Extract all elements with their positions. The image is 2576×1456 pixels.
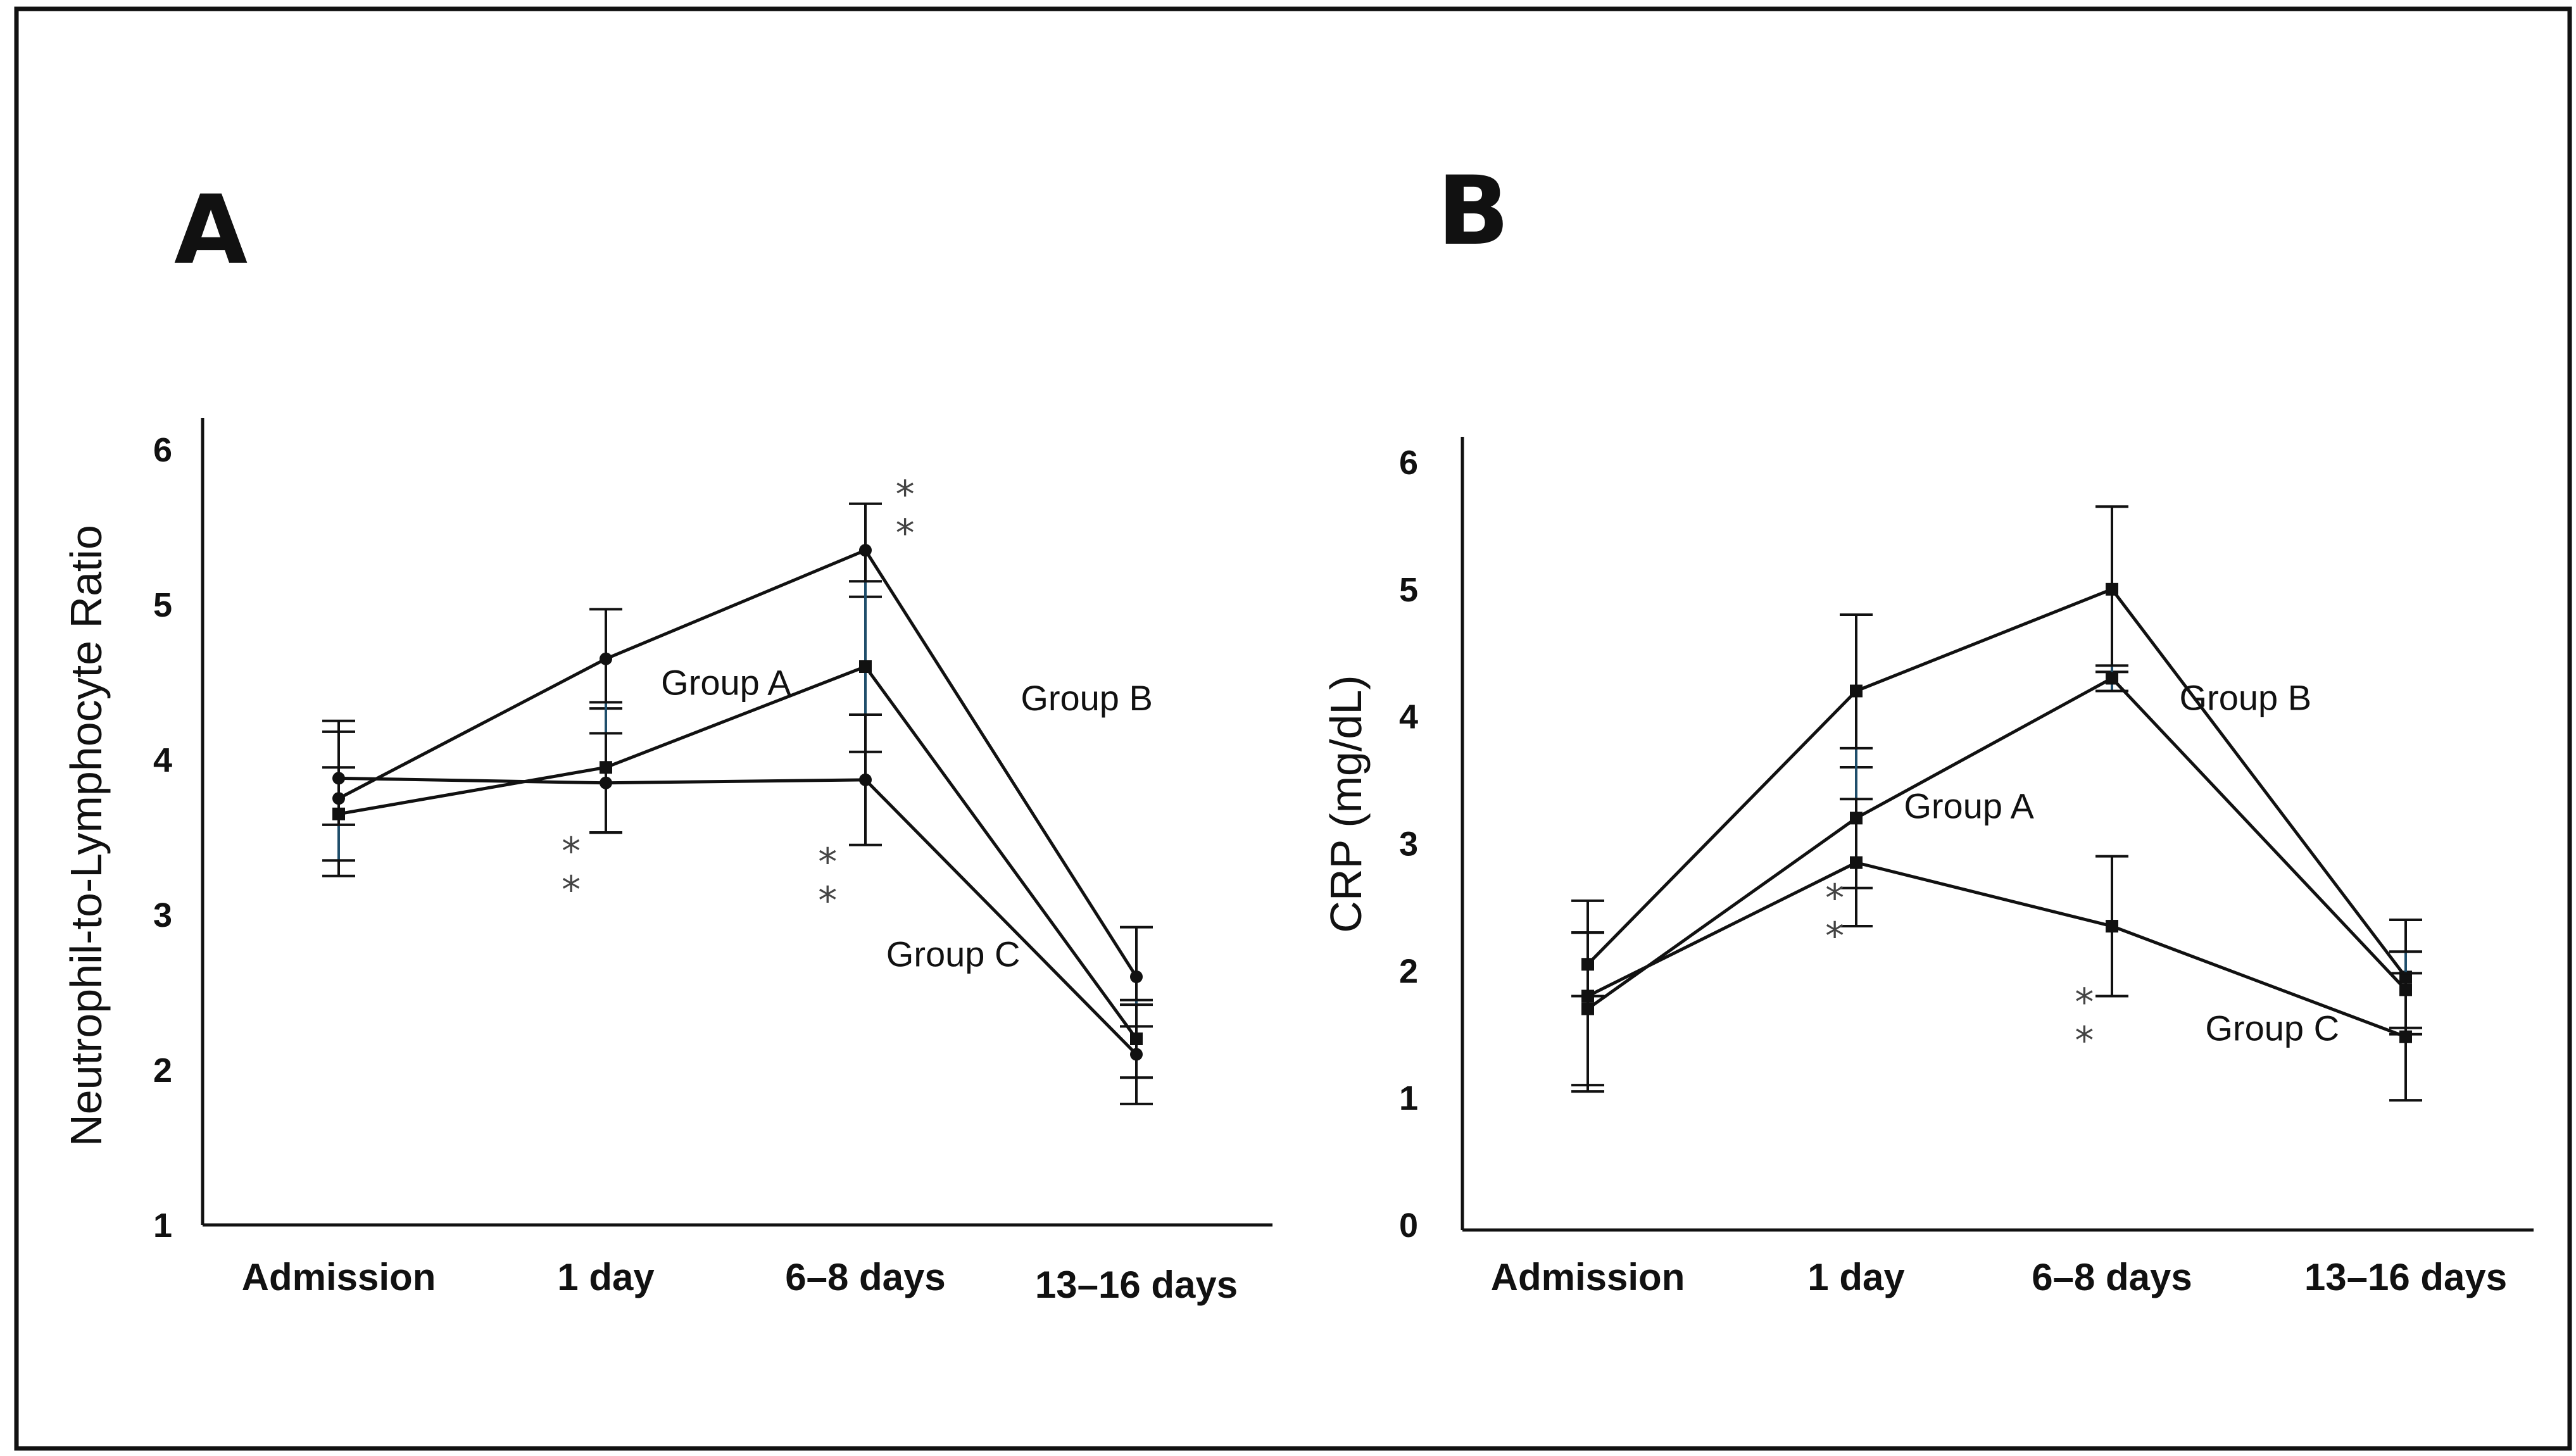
x-tick-label: Admission — [1491, 1256, 1685, 1298]
series-group-c — [1571, 798, 2422, 1102]
x-tick-label: 13–16 days — [2304, 1256, 2507, 1298]
group-label: Group C — [2205, 1008, 2339, 1048]
significance-asterisk: * — [896, 472, 915, 517]
group-label: Group B — [1021, 678, 1153, 718]
data-point-marker — [2399, 1030, 2412, 1043]
y-tick-label: 0 — [1399, 1207, 1418, 1245]
x-tick-label: 6–8 days — [2032, 1256, 2192, 1298]
significance-asterisk: * — [562, 829, 581, 874]
x-tick-label: 1 day — [1807, 1256, 1905, 1298]
y-axis-title: Neutrophil-to-Lymphocyte Ratio — [61, 525, 111, 1146]
data-point-marker — [332, 772, 345, 785]
significance-asterisk: * — [2075, 981, 2094, 1025]
panel-label: A — [174, 175, 248, 286]
significance-asterisk: * — [818, 840, 837, 884]
y-axis-title: CRP (mg/dL) — [1321, 675, 1371, 932]
y-tick-label: 6 — [153, 431, 172, 469]
series-line — [337, 548, 1138, 978]
series-line — [1586, 587, 2407, 978]
data-point-marker — [859, 773, 872, 786]
significance-asterisk: * — [562, 868, 581, 912]
group-label: Group B — [2180, 678, 2312, 718]
y-tick-label: 5 — [153, 586, 172, 624]
group-label: Group A — [1904, 786, 2034, 825]
group-label: Group A — [661, 663, 791, 703]
significance-asterisk: * — [1825, 914, 1844, 958]
x-tick-label: 6–8 days — [785, 1256, 946, 1298]
x-tick-label: 13–16 days — [1035, 1264, 1238, 1306]
y-tick-label: 4 — [153, 741, 172, 779]
data-point-marker — [1581, 989, 1594, 1003]
y-tick-label: 2 — [153, 1051, 172, 1089]
data-point-marker — [2106, 582, 2118, 596]
figure-border — [14, 6, 2572, 1451]
data-point-marker — [2106, 920, 2118, 933]
series-group-c — [322, 713, 1153, 1105]
y-tick-label: 1 — [153, 1207, 172, 1245]
significance-asterisk: * — [896, 511, 915, 556]
chart-panel-b: B 0 1 2 3 4 5 6 Admission 1 day 6–8 days 13–16 days… — [1321, 156, 2534, 1298]
data-point-marker — [600, 652, 612, 665]
y-tick-label: 1 — [1399, 1079, 1418, 1117]
y-tick-label: 3 — [153, 896, 172, 934]
data-point-marker — [859, 544, 872, 557]
series-line — [338, 664, 1138, 1040]
data-point-marker — [859, 660, 872, 673]
data-point-marker — [2106, 672, 2118, 685]
data-point-marker — [1130, 1048, 1143, 1061]
significance-asterisk: * — [818, 879, 837, 923]
panel-label: B — [1437, 156, 1509, 267]
data-point-marker — [1850, 684, 1863, 698]
data-point-marker — [1850, 856, 1863, 869]
series-line — [338, 776, 1138, 1056]
significance-asterisk: * — [1825, 876, 1844, 920]
data-point-marker — [1130, 970, 1143, 983]
x-tick-label: Admission — [242, 1256, 436, 1298]
x-tick-label: 1 day — [557, 1256, 655, 1298]
significance-asterisk: * — [2075, 1019, 2094, 1063]
y-tick-label: 4 — [1399, 698, 1418, 736]
data-point-marker — [600, 776, 612, 789]
series-line — [1586, 860, 2406, 1039]
series-line — [1586, 676, 2407, 1010]
chart-panel-a: A 1 2 3 4 5 6 Admission 1 day 6–8 days 13–16 days N… — [61, 175, 1272, 1306]
y-tick-label: 6 — [1399, 444, 1418, 482]
y-tick-label: 5 — [1399, 571, 1418, 609]
y-tick-label: 2 — [1399, 952, 1418, 990]
y-tick-label: 3 — [1399, 825, 1418, 863]
group-label: Group C — [886, 934, 1021, 974]
